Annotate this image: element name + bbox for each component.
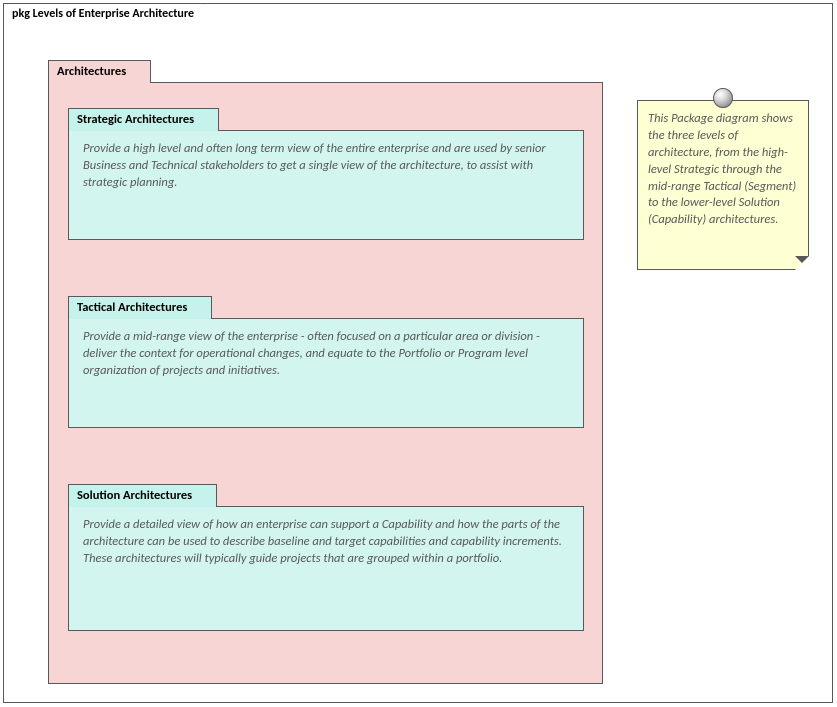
package-tactical-tab: Tactical Architectures <box>68 296 212 319</box>
frame-title: pkg Levels of Enterprise Architecture <box>12 7 194 21</box>
frame-title-tab: pkg Levels of Enterprise Architecture <box>3 3 205 25</box>
package-architectures-tab: Architectures <box>48 60 151 83</box>
package-solution-tab: Solution Architectures <box>68 484 217 507</box>
package-solution-title: Solution Architectures <box>77 488 192 503</box>
package-tactical-title: Tactical Architectures <box>77 300 187 315</box>
package-solution: Solution ArchitecturesProvide a detailed… <box>68 506 584 631</box>
package-architectures-title: Architectures <box>57 64 126 79</box>
package-solution-body: Provide a detailed view of how an enterp… <box>69 507 583 578</box>
package-strategic-tab: Strategic Architectures <box>68 108 219 131</box>
diagram-note: This Package diagram shows the three lev… <box>637 100 809 270</box>
package-strategic: Strategic ArchitecturesProvide a high le… <box>68 130 584 240</box>
pushpin-icon <box>713 88 733 108</box>
package-tactical-body: Provide a mid-range view of the enterpri… <box>69 319 583 390</box>
package-strategic-title: Strategic Architectures <box>77 112 194 127</box>
note-text: This Package diagram shows the three lev… <box>648 111 796 227</box>
package-tactical: Tactical ArchitecturesProvide a mid-rang… <box>68 318 584 428</box>
package-strategic-body: Provide a high level and often long term… <box>69 131 583 202</box>
